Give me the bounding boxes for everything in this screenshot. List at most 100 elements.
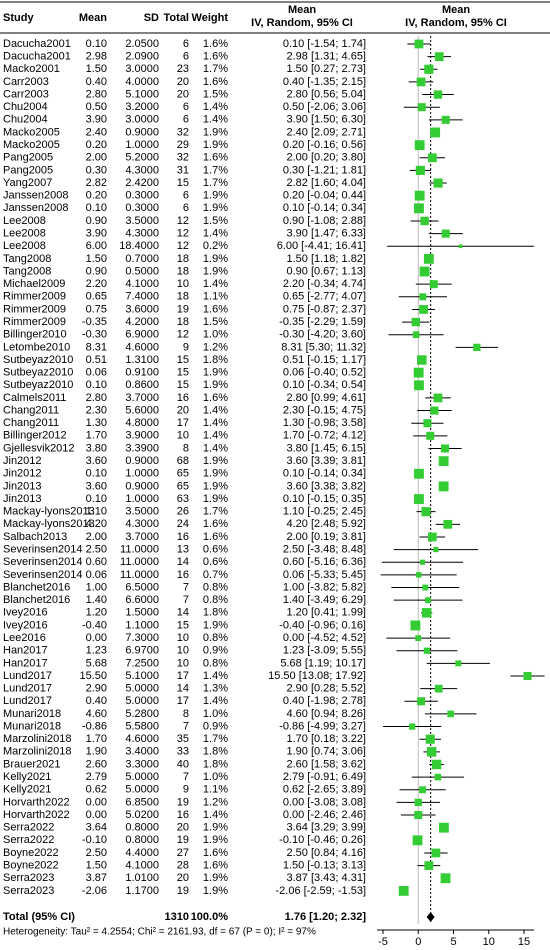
header: Study <box>3 12 34 24</box>
cell: 12 <box>177 215 189 227</box>
cell: 2.20 <box>86 278 107 290</box>
cell: -0.30 <box>82 329 107 341</box>
effect-box <box>430 127 441 138</box>
cell: 17 <box>177 695 189 707</box>
cell: 2.00 <box>86 152 107 164</box>
cell: 3.3000 <box>125 758 159 770</box>
cell: 1.9% <box>203 885 228 897</box>
cell: 3.80 <box>86 442 107 454</box>
cell: 1.7% <box>203 506 228 518</box>
cell: 32 <box>177 152 189 164</box>
effect-box <box>433 178 443 188</box>
cell: 0.10 <box>86 468 107 480</box>
cell: 2.50 <box>86 847 107 859</box>
cell: 1.50 <box>86 860 107 872</box>
ci-label: 1.30 [-0.98; 3.58] <box>283 417 366 429</box>
ci-label: 5.68 [1.19; 10.17] <box>280 657 366 669</box>
cell: 1.9% <box>203 834 228 846</box>
study-name: Kelly2021 <box>3 771 51 783</box>
cell: 29 <box>177 139 189 151</box>
cell: 65 <box>177 468 189 480</box>
ci-label: 0.90 [-1.08; 2.88] <box>283 215 366 227</box>
cell: 0.7% <box>203 569 228 581</box>
cell: 3.60 <box>86 455 107 467</box>
cell: 28 <box>177 860 189 872</box>
cell: 65 <box>177 480 189 492</box>
ci-label: 0.30 [-1.21; 1.81] <box>283 164 366 176</box>
total-label: Total (95% CI) <box>3 911 75 923</box>
ci-label: 2.80 [0.56; 5.04] <box>286 88 366 100</box>
cell: 0.10 <box>86 379 107 391</box>
cell: 14 <box>177 607 189 619</box>
cell: 0.2% <box>203 240 228 252</box>
cell: 2.0900 <box>125 51 159 63</box>
effect-box <box>398 885 409 896</box>
effect-box <box>430 406 439 415</box>
cell: 1.9% <box>203 468 228 480</box>
cell: 1.40 <box>86 594 107 606</box>
cell: 15 <box>177 177 189 189</box>
ci-label: 3.60 [3.39; 3.81] <box>286 455 366 467</box>
cell: 1.6% <box>203 518 228 530</box>
ci-label: 0.40 [-1.35; 2.15] <box>283 76 366 88</box>
cell: 5.68 <box>86 657 107 669</box>
ci-label: 0.40 [-1.98; 2.78] <box>283 695 366 707</box>
study-name: Macko2001 <box>3 63 60 75</box>
study-name: Letombe2010 <box>3 341 70 353</box>
cell: 0.8000 <box>125 822 159 834</box>
ci-label: 2.82 [1.60; 4.04] <box>286 177 366 189</box>
study-name: Tang2008 <box>3 265 51 277</box>
cell: 1.6% <box>203 847 228 859</box>
cell: 15 <box>177 619 189 631</box>
cell: 1.70 <box>86 430 107 442</box>
cell: 0.06 <box>86 569 107 581</box>
effect-box <box>419 305 428 314</box>
cell: 3.64 <box>86 822 107 834</box>
cell: 0.75 <box>86 303 107 315</box>
total-diamond <box>426 912 435 922</box>
effect-box <box>415 572 422 578</box>
cell: 10 <box>177 657 189 669</box>
cell: 12 <box>177 228 189 240</box>
cell: 0.20 <box>86 190 107 202</box>
cell: 0.10 <box>86 493 107 505</box>
effect-box <box>423 419 432 428</box>
header: Mean <box>442 4 470 16</box>
cell: 10 <box>177 632 189 644</box>
cell: 2.90 <box>86 683 107 695</box>
cell: 0.10 <box>86 38 107 50</box>
cell: 6.6000 <box>125 594 159 606</box>
cell: 12 <box>177 329 189 341</box>
effect-box <box>414 190 425 201</box>
ci-label: 2.98 [1.31; 4.65] <box>286 51 366 63</box>
cell: 1.4% <box>203 670 228 682</box>
study-name: Chang2011 <box>3 404 59 416</box>
ci-label: -0.35 [-2.29; 1.59] <box>279 316 366 328</box>
study-name: Serra2022 <box>3 834 54 846</box>
cell: 1.9% <box>203 367 228 379</box>
cell: 4.1000 <box>125 278 159 290</box>
study-name: Lee2008 <box>3 228 46 240</box>
study-name: Ivey2016 <box>3 607 48 619</box>
study-name: Blanchet2016 <box>3 594 70 606</box>
effect-box <box>438 822 449 833</box>
effect-box <box>438 481 449 492</box>
cell: 1.3% <box>203 683 228 695</box>
cell: 1.5% <box>203 88 228 100</box>
cell: 1.6% <box>203 51 228 63</box>
effect-box <box>412 331 420 339</box>
ci-label: 0.10 [-0.15; 0.35] <box>283 493 366 505</box>
study-name: Rimmer2009 <box>3 303 66 315</box>
cell: 9 <box>183 784 189 796</box>
study-name: Chang2011 <box>3 417 59 429</box>
study-name: Macko2005 <box>3 126 60 138</box>
cell: 12 <box>177 240 189 252</box>
cell: 1.00 <box>86 581 107 593</box>
cell: 6.8500 <box>125 796 159 808</box>
cell: 20 <box>177 404 189 416</box>
cell: 1.9% <box>203 455 228 467</box>
ci-label: 0.10 [-1.54; 1.74] <box>283 38 366 50</box>
cell: 7 <box>183 594 189 606</box>
cell: 1.4% <box>203 228 228 240</box>
